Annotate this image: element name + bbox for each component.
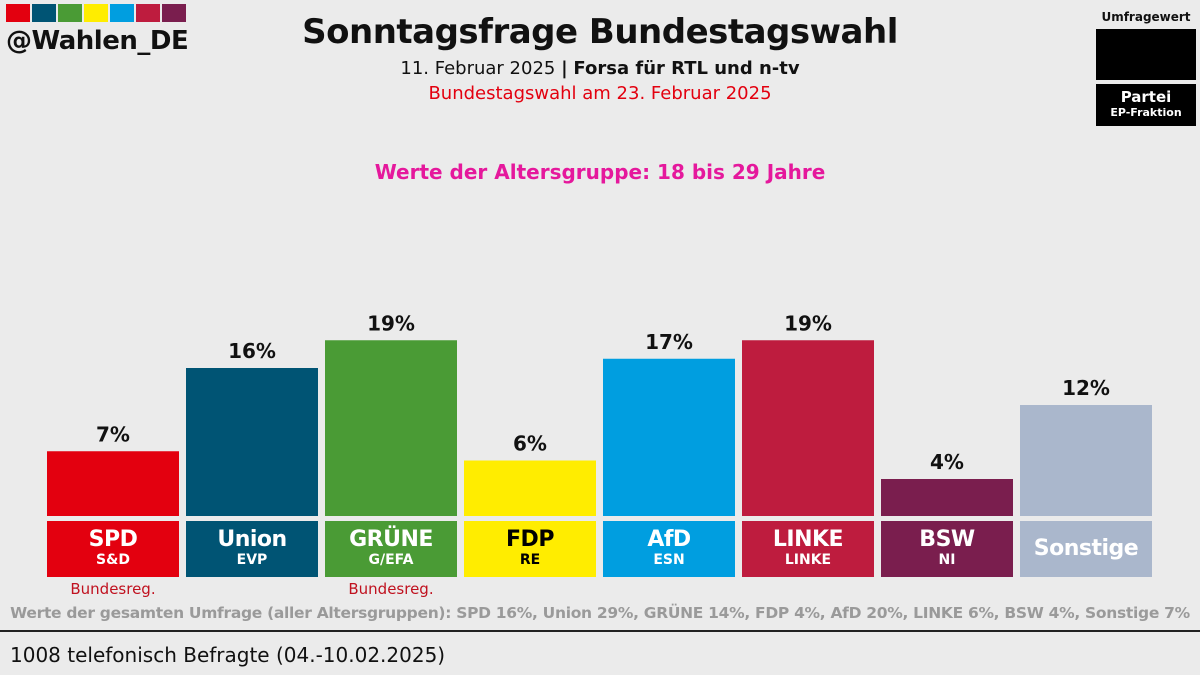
party-label-bsw: BSW NI (881, 521, 1013, 577)
value-label-afd: 17% (645, 330, 693, 354)
party-faction: RE (519, 552, 541, 568)
legend-party-label: Partei (1120, 88, 1172, 106)
logo-color-segment (162, 4, 186, 22)
bar-grüne (325, 340, 457, 516)
bar-bsw (881, 479, 1013, 516)
party-name: GRÜNE (349, 527, 433, 552)
party-label-spd: SPD S&D (47, 521, 179, 577)
party-name: SPD (88, 527, 138, 552)
logo-color-bar (6, 4, 186, 22)
value-label-grüne: 19% (367, 311, 415, 335)
government-note: Bundesreg. (70, 580, 156, 598)
logo-color-segment (110, 4, 134, 22)
bar-sonstige (1020, 405, 1152, 516)
party-faction: S&D (96, 552, 130, 568)
bar-union (186, 368, 318, 516)
value-label-fdp: 6% (513, 432, 547, 456)
government-note: Bundesreg. (348, 580, 434, 598)
logo-color-segment (6, 4, 30, 22)
party-name: FDP (506, 527, 554, 552)
subtitle-separator: | (561, 58, 568, 79)
value-label-bsw: 4% (930, 450, 964, 474)
account-handle: @Wahlen_DE (6, 26, 189, 56)
footer-divider (0, 630, 1200, 632)
election-note: Bundestagswahl am 23. Februar 2025 (428, 83, 772, 104)
party-label-grüne: GRÜNE G/EFA (325, 521, 457, 577)
bar-linke (742, 340, 874, 516)
value-label-linke: 19% (784, 311, 832, 335)
party-label-sonstige: Sonstige (1020, 521, 1152, 577)
party-label-afd: AfD ESN (603, 521, 735, 577)
party-name: LINKE (772, 527, 844, 552)
bar-fdp (464, 460, 596, 516)
poll-source: Forsa für RTL und n-tv (573, 58, 800, 79)
value-label-union: 16% (228, 339, 276, 363)
footer-note: 1008 telefonisch Befragte (04.-10.02.202… (10, 643, 446, 667)
legend-value-box (1096, 29, 1196, 80)
party-faction: ESN (653, 552, 685, 568)
party-label-union: Union EVP (186, 521, 318, 577)
party-faction: NI (938, 552, 956, 568)
age-group-heading: Werte der Altersgruppe: 18 bis 29 Jahre (374, 160, 826, 184)
bar-spd (47, 451, 179, 516)
overall-results: Werte der gesamten Umfrage (aller Alters… (10, 604, 1190, 622)
legend-faction-label: EP-Fraktion (1110, 106, 1182, 119)
chart-subtitle: 11. Februar 2025 | Forsa für RTL und n-t… (0, 58, 1200, 79)
bar-chart: 7% 16% 19% 6% 17% 19% 4% 12% (47, 311, 1152, 516)
value-label-sonstige: 12% (1062, 376, 1110, 400)
chart-title: Sonntagsfrage Bundestagswahl (302, 12, 898, 52)
party-name: AfD (647, 527, 691, 552)
logo-color-segment (32, 4, 56, 22)
value-label-spd: 7% (96, 422, 130, 446)
party-faction: EVP (236, 552, 268, 568)
logo-color-segment (84, 4, 108, 22)
party-faction: G/EFA (368, 552, 414, 568)
legend-value-label: Umfragewert (1101, 10, 1191, 24)
logo-color-segment (136, 4, 160, 22)
legend-party-box: Partei EP-Fraktion (1096, 84, 1196, 126)
party-name: Union (217, 527, 287, 552)
party-name: Sonstige (1033, 536, 1139, 561)
party-label-fdp: FDP RE (464, 521, 596, 577)
logo-color-segment (58, 4, 82, 22)
poll-date: 11. Februar 2025 (400, 58, 556, 79)
party-name: BSW (919, 527, 975, 552)
bar-afd (603, 358, 735, 516)
party-label-linke: LINKE LINKE (742, 521, 874, 577)
party-faction: LINKE (784, 552, 832, 568)
